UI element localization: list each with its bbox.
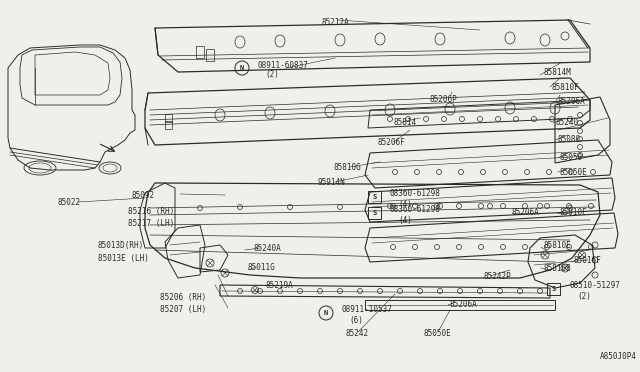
Text: 85240A: 85240A: [254, 244, 282, 253]
Text: 85013E (LH): 85013E (LH): [98, 254, 149, 263]
Bar: [206, 49, 214, 61]
Text: 85206A: 85206A: [449, 300, 477, 309]
Text: 85206A: 85206A: [512, 208, 540, 217]
Text: 85050E: 85050E: [560, 168, 588, 177]
Text: 85810E: 85810E: [543, 241, 571, 250]
Text: 85242: 85242: [345, 329, 368, 338]
Text: 85219A: 85219A: [265, 281, 292, 290]
Text: 08360-61298: 08360-61298: [390, 189, 441, 199]
Text: 85206A: 85206A: [558, 97, 586, 106]
Text: 85207 (LH): 85207 (LH): [160, 305, 206, 314]
Text: 85212A: 85212A: [322, 18, 349, 27]
Text: 95914N: 95914N: [318, 178, 346, 187]
Text: 85910E: 85910E: [559, 208, 587, 217]
Text: S: S: [552, 286, 556, 292]
Text: 85216 (RH): 85216 (RH): [128, 207, 174, 216]
Text: N: N: [240, 65, 244, 71]
Text: (2): (2): [265, 71, 279, 80]
Text: 85092: 85092: [132, 191, 155, 200]
Text: 85242P: 85242P: [484, 272, 512, 281]
Text: (6): (6): [349, 315, 363, 324]
Text: (4): (4): [398, 201, 412, 209]
Text: 85206 (RH): 85206 (RH): [160, 293, 206, 302]
Text: N: N: [324, 310, 328, 316]
Text: 85206F: 85206F: [378, 138, 406, 147]
Text: 85050: 85050: [560, 153, 583, 162]
Text: 08510-51297: 08510-51297: [569, 282, 620, 291]
Text: (2): (2): [577, 292, 591, 301]
Bar: [196, 46, 204, 58]
Text: 85016F: 85016F: [573, 256, 601, 265]
Text: S: S: [373, 194, 377, 200]
Text: 85240: 85240: [555, 118, 578, 127]
Text: A850J0P4: A850J0P4: [600, 352, 637, 361]
Text: 85814: 85814: [393, 118, 416, 127]
Text: 85206P: 85206P: [430, 95, 458, 104]
Text: 85050E: 85050E: [424, 329, 452, 338]
Text: 85080: 85080: [558, 135, 581, 144]
Text: (4): (4): [398, 217, 412, 225]
Text: 85022: 85022: [58, 198, 81, 207]
Text: 85013D(RH): 85013D(RH): [98, 241, 144, 250]
Text: 85810F: 85810F: [552, 83, 580, 92]
Text: 85011G: 85011G: [248, 263, 276, 272]
Text: 08360-61298: 08360-61298: [390, 205, 441, 215]
Text: S: S: [373, 210, 377, 216]
Text: 08911-10537: 08911-10537: [341, 305, 392, 314]
Bar: [164, 121, 172, 129]
Text: 85217 (LH): 85217 (LH): [128, 219, 174, 228]
Bar: [164, 114, 172, 122]
Text: 08911-60837: 08911-60837: [257, 61, 308, 70]
Text: 85810G: 85810G: [333, 163, 361, 172]
Text: 85810B: 85810B: [543, 264, 571, 273]
Text: 85814M: 85814M: [544, 68, 572, 77]
